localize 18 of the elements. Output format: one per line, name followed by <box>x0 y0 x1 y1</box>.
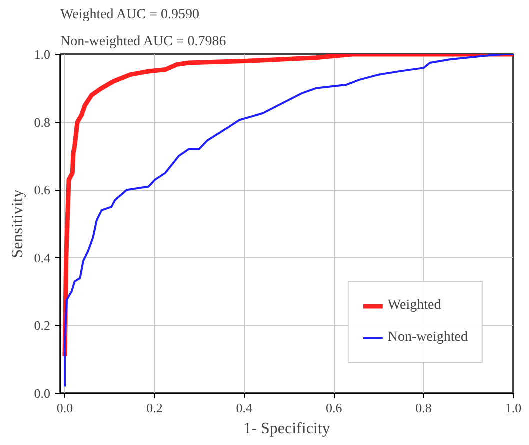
text: Non-weighted AUC = 0.7986 <box>60 34 226 50</box>
x-axis-title: 1- Specificity <box>244 420 330 438</box>
x-tick-label: 1.0 <box>505 400 522 416</box>
y-tick-label: 0.0 <box>34 386 50 401</box>
y-tick-label: 0.8 <box>34 114 50 130</box>
x-tick-label: 0.2 <box>146 400 163 416</box>
x-tick-label: 0.4 <box>236 400 254 416</box>
y-tick-label: 0.6 <box>34 182 51 198</box>
x-tick-label: 0.8 <box>416 400 432 416</box>
x-tick-label: 0.6 <box>326 400 343 416</box>
legend-label: Weighted <box>388 298 442 314</box>
legend-label: Non-weighted <box>388 330 468 346</box>
x-tick-label: 0.0 <box>56 400 74 416</box>
y-axis-title: Sensitivity <box>9 190 26 258</box>
text: Weighted AUC = 0.9590 <box>60 8 200 22</box>
y-tick-label: 1.0 <box>34 47 50 62</box>
y-tick-label: 0.2 <box>34 318 50 334</box>
y-tick-label: 0.4 <box>34 250 51 266</box>
